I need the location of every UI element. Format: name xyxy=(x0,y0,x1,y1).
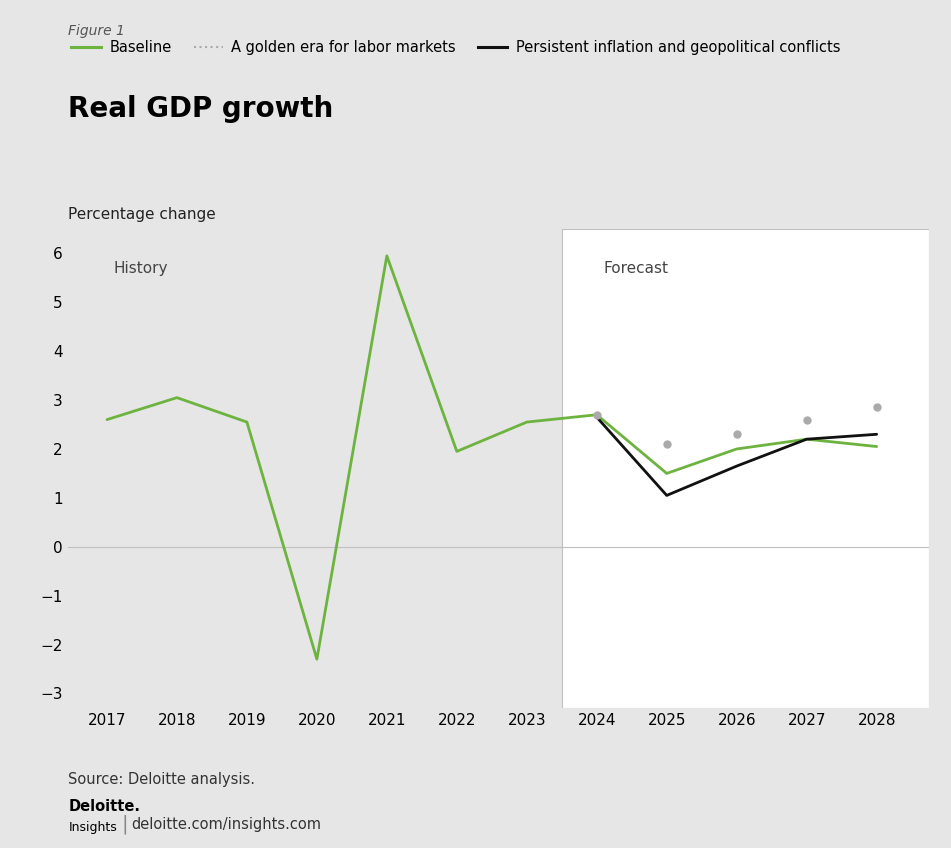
Text: Source: Deloitte analysis.: Source: Deloitte analysis. xyxy=(68,772,256,787)
Text: Deloitte.: Deloitte. xyxy=(68,799,141,814)
Text: Figure 1: Figure 1 xyxy=(68,24,126,38)
Text: |: | xyxy=(122,815,128,834)
Text: deloitte.com/insights.com: deloitte.com/insights.com xyxy=(131,817,321,832)
Text: History: History xyxy=(114,260,168,276)
Text: Real GDP growth: Real GDP growth xyxy=(68,95,334,123)
Text: Insights: Insights xyxy=(68,822,117,834)
Text: Percentage change: Percentage change xyxy=(68,207,216,222)
Legend: Baseline, A golden era for labor markets, Persistent inflation and geopolitical : Baseline, A golden era for labor markets… xyxy=(71,40,841,55)
Bar xyxy=(562,229,929,708)
Text: Forecast: Forecast xyxy=(604,260,669,276)
